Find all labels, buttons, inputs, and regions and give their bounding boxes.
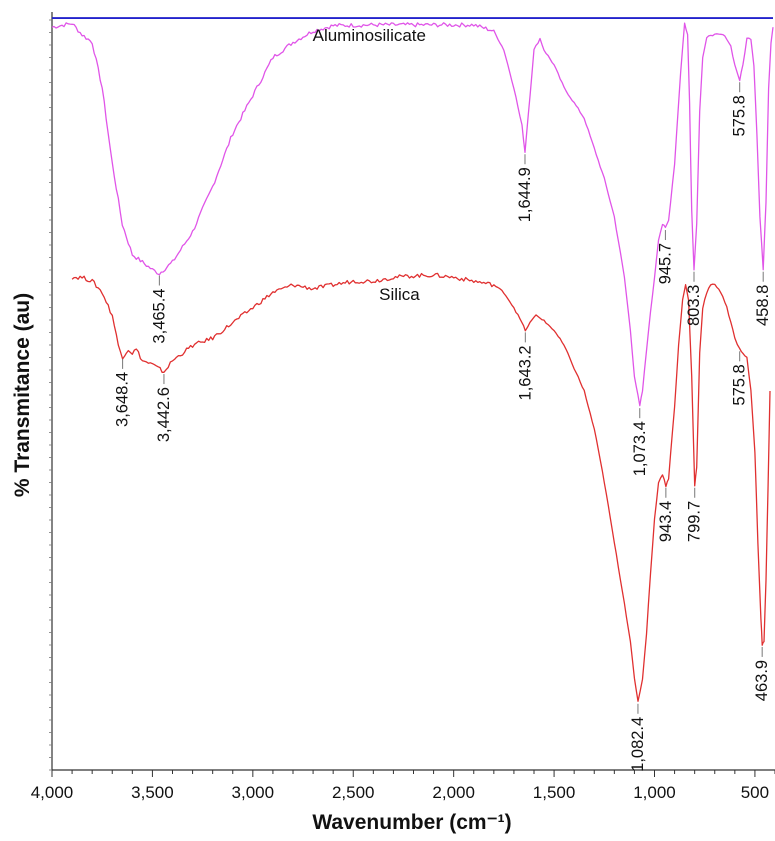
peak-label: 3,648.4 bbox=[114, 372, 132, 427]
annotation-layer: Aluminosilicate Silica 3,465.4 1,644.9 1,073… bbox=[114, 26, 773, 772]
x-axis-label: Wavenumber (cm⁻¹) bbox=[312, 811, 511, 834]
x-axis-ticks: 4,000 3,500 3,000 2,500 2,000 1,500 1,000 500 bbox=[31, 770, 775, 802]
series-line-silica bbox=[71, 272, 771, 702]
peak-label: 458.8 bbox=[754, 285, 772, 326]
y-axis-ticks bbox=[49, 19, 52, 771]
x-tick-label: 2,000 bbox=[432, 783, 475, 802]
peak-label: 575.8 bbox=[731, 95, 749, 136]
peak-label: 803.3 bbox=[685, 285, 703, 326]
x-tick-label: 1,500 bbox=[533, 783, 576, 802]
peak-label: 799.7 bbox=[686, 501, 704, 542]
peak-label: 1,082.4 bbox=[629, 717, 647, 772]
peak-label: 3,442.6 bbox=[155, 387, 173, 442]
y-axis-label: % Transmitance (au) bbox=[11, 293, 34, 497]
peak-label: 943.4 bbox=[657, 501, 675, 542]
peak-label: 1,644.9 bbox=[516, 167, 534, 222]
peak-label: 945.7 bbox=[656, 243, 674, 284]
x-tick-label: 4,000 bbox=[31, 783, 74, 802]
series-layer bbox=[51, 17, 774, 702]
series-label: Aluminosilicate bbox=[313, 26, 426, 45]
x-tick-label: 1,000 bbox=[633, 783, 676, 802]
x-tick-label: 2,500 bbox=[332, 783, 375, 802]
series-line-aluminosilicate bbox=[51, 22, 774, 407]
x-tick-label: 3,500 bbox=[131, 783, 174, 802]
peak-label: 1,643.2 bbox=[516, 345, 534, 400]
peak-label: 463.9 bbox=[753, 660, 771, 701]
peak-label: 3,465.4 bbox=[150, 289, 168, 344]
series-label: Silica bbox=[379, 285, 420, 304]
x-tick-label: 500 bbox=[741, 783, 769, 802]
x-tick-label: 3,000 bbox=[232, 783, 275, 802]
peak-label: 1,073.4 bbox=[631, 421, 649, 476]
peak-label: 575.8 bbox=[731, 364, 749, 405]
